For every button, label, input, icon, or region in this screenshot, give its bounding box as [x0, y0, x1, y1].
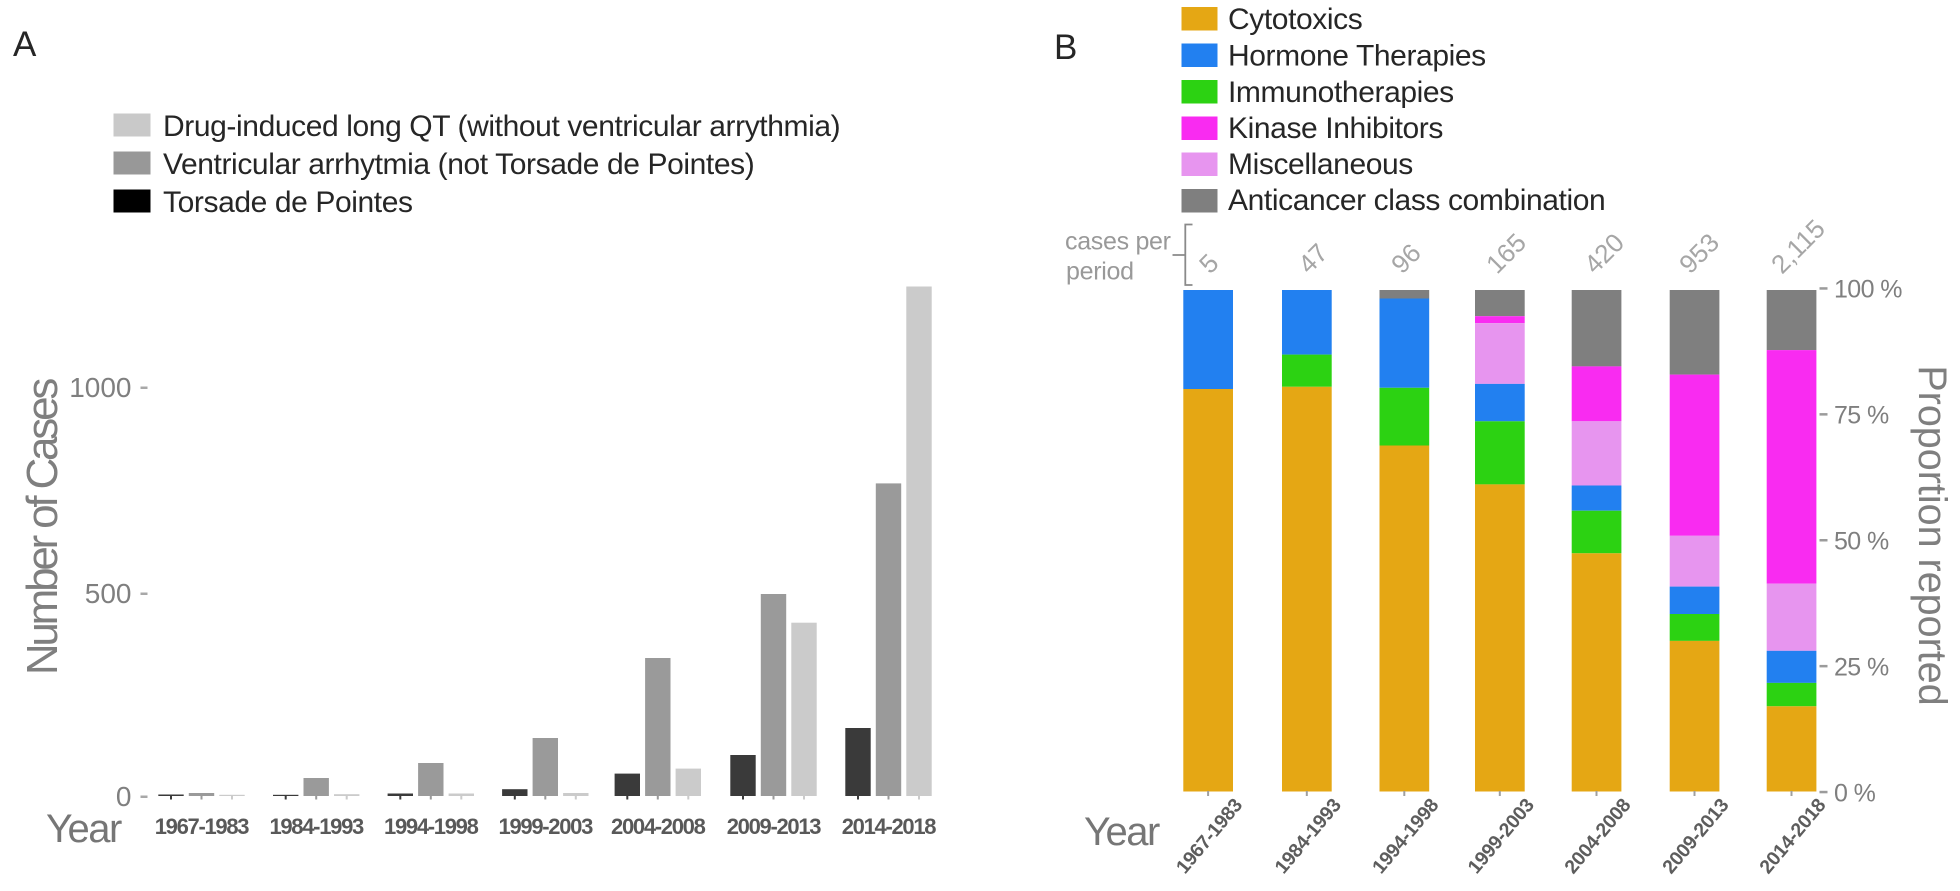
svg-text:0 %: 0 % [1834, 779, 1876, 807]
svg-text:period: period [1066, 258, 1134, 286]
svg-text:1999-2003: 1999-2003 [499, 814, 594, 839]
svg-text:500: 500 [85, 578, 132, 609]
svg-text:A: A [13, 25, 37, 64]
svg-text:1967-1983: 1967-1983 [155, 814, 250, 839]
svg-text:100 %: 100 % [1834, 276, 1902, 304]
svg-text:25 %: 25 % [1834, 653, 1889, 681]
svg-text:Ventricular arrhytmia (not Tor: Ventricular arrhytmia (not Torsade de Po… [163, 148, 754, 181]
svg-text:50 %: 50 % [1834, 528, 1889, 556]
svg-text:Year: Year [46, 807, 122, 851]
svg-text:Proportion reported: Proportion reported [1910, 365, 1954, 705]
svg-text:Kinase Inhibitors: Kinase Inhibitors [1228, 112, 1443, 145]
svg-text:Anticancer class combination: Anticancer class combination [1228, 184, 1605, 217]
svg-text:Hormone Therapies: Hormone Therapies [1228, 40, 1486, 73]
svg-text:Immunotherapies: Immunotherapies [1228, 76, 1454, 109]
svg-text:75 %: 75 % [1834, 402, 1889, 430]
svg-text:Miscellaneous: Miscellaneous [1228, 148, 1413, 181]
svg-text:Cytotoxics: Cytotoxics [1228, 3, 1362, 36]
svg-text:2014-2018: 2014-2018 [842, 814, 937, 839]
svg-text:Drug-induced long QT (without: Drug-induced long QT (without ventricula… [163, 110, 840, 143]
svg-text:1984-1993: 1984-1993 [269, 814, 364, 839]
svg-text:cases per: cases per [1065, 228, 1171, 256]
svg-text:2009-2013: 2009-2013 [727, 814, 822, 839]
svg-text:1994-1998: 1994-1998 [384, 814, 479, 839]
svg-text:Torsade de Pointes: Torsade de Pointes [163, 186, 413, 219]
svg-text:0: 0 [116, 781, 132, 812]
svg-text:2004-2008: 2004-2008 [611, 814, 706, 839]
svg-text:B: B [1054, 28, 1077, 67]
svg-text:Number of Cases: Number of Cases [18, 379, 67, 676]
svg-text:Year: Year [1084, 810, 1160, 854]
svg-text:1000: 1000 [69, 372, 131, 403]
